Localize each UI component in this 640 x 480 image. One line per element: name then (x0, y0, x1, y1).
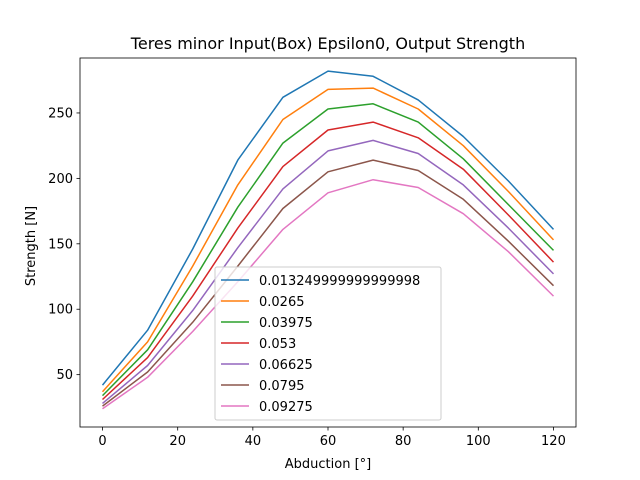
legend-label-4: 0.053 (259, 337, 296, 352)
legend: 0.013249999999999998 0.0265 0.03975 0.053 0.… (214, 266, 442, 421)
y-tick-label: 150 (48, 237, 73, 252)
legend-label-5: 0.06625 (259, 358, 313, 373)
y-axis-label: Strength [N] (24, 206, 39, 286)
x-tick-label: 20 (169, 434, 186, 449)
y-tick-label: 250 (48, 106, 73, 121)
x-tick-label: 0 (98, 434, 106, 449)
series-line-6 (102, 159, 555, 407)
legend-label-2: 0.0265 (259, 295, 305, 310)
y-tick-label: 100 (48, 303, 73, 318)
series-line-4 (101, 121, 555, 401)
x-tick-label: 120 (541, 434, 566, 449)
series-line-7 (102, 178, 555, 410)
x-axis-label: Abduction [°] (285, 457, 371, 472)
y-tick-label: 50 (56, 368, 73, 383)
x-tick-label: 100 (466, 434, 491, 449)
y-tick-label: 200 (48, 172, 73, 187)
x-tick-label: 60 (320, 434, 337, 449)
series-line-3 (101, 103, 555, 397)
series-line-5 (102, 139, 555, 404)
series-line-2 (101, 87, 555, 393)
plot-area: 0 20 40 60 80 100 120 50 100 150 200 250 (48, 57, 577, 449)
legend-label-6: 0.0795 (259, 379, 305, 394)
legend-label-7: 0.09275 (259, 400, 313, 415)
chart-title: Teres minor Input(Box) Epsilon0, Output … (130, 34, 525, 53)
legend-label-3: 0.03975 (259, 316, 313, 331)
x-tick-label: 40 (245, 434, 262, 449)
legend-box (214, 266, 442, 421)
legend-label-1: 0.013249999999999998 (259, 274, 420, 289)
x-tick-label: 80 (395, 434, 412, 449)
series-line-1 (101, 70, 555, 386)
